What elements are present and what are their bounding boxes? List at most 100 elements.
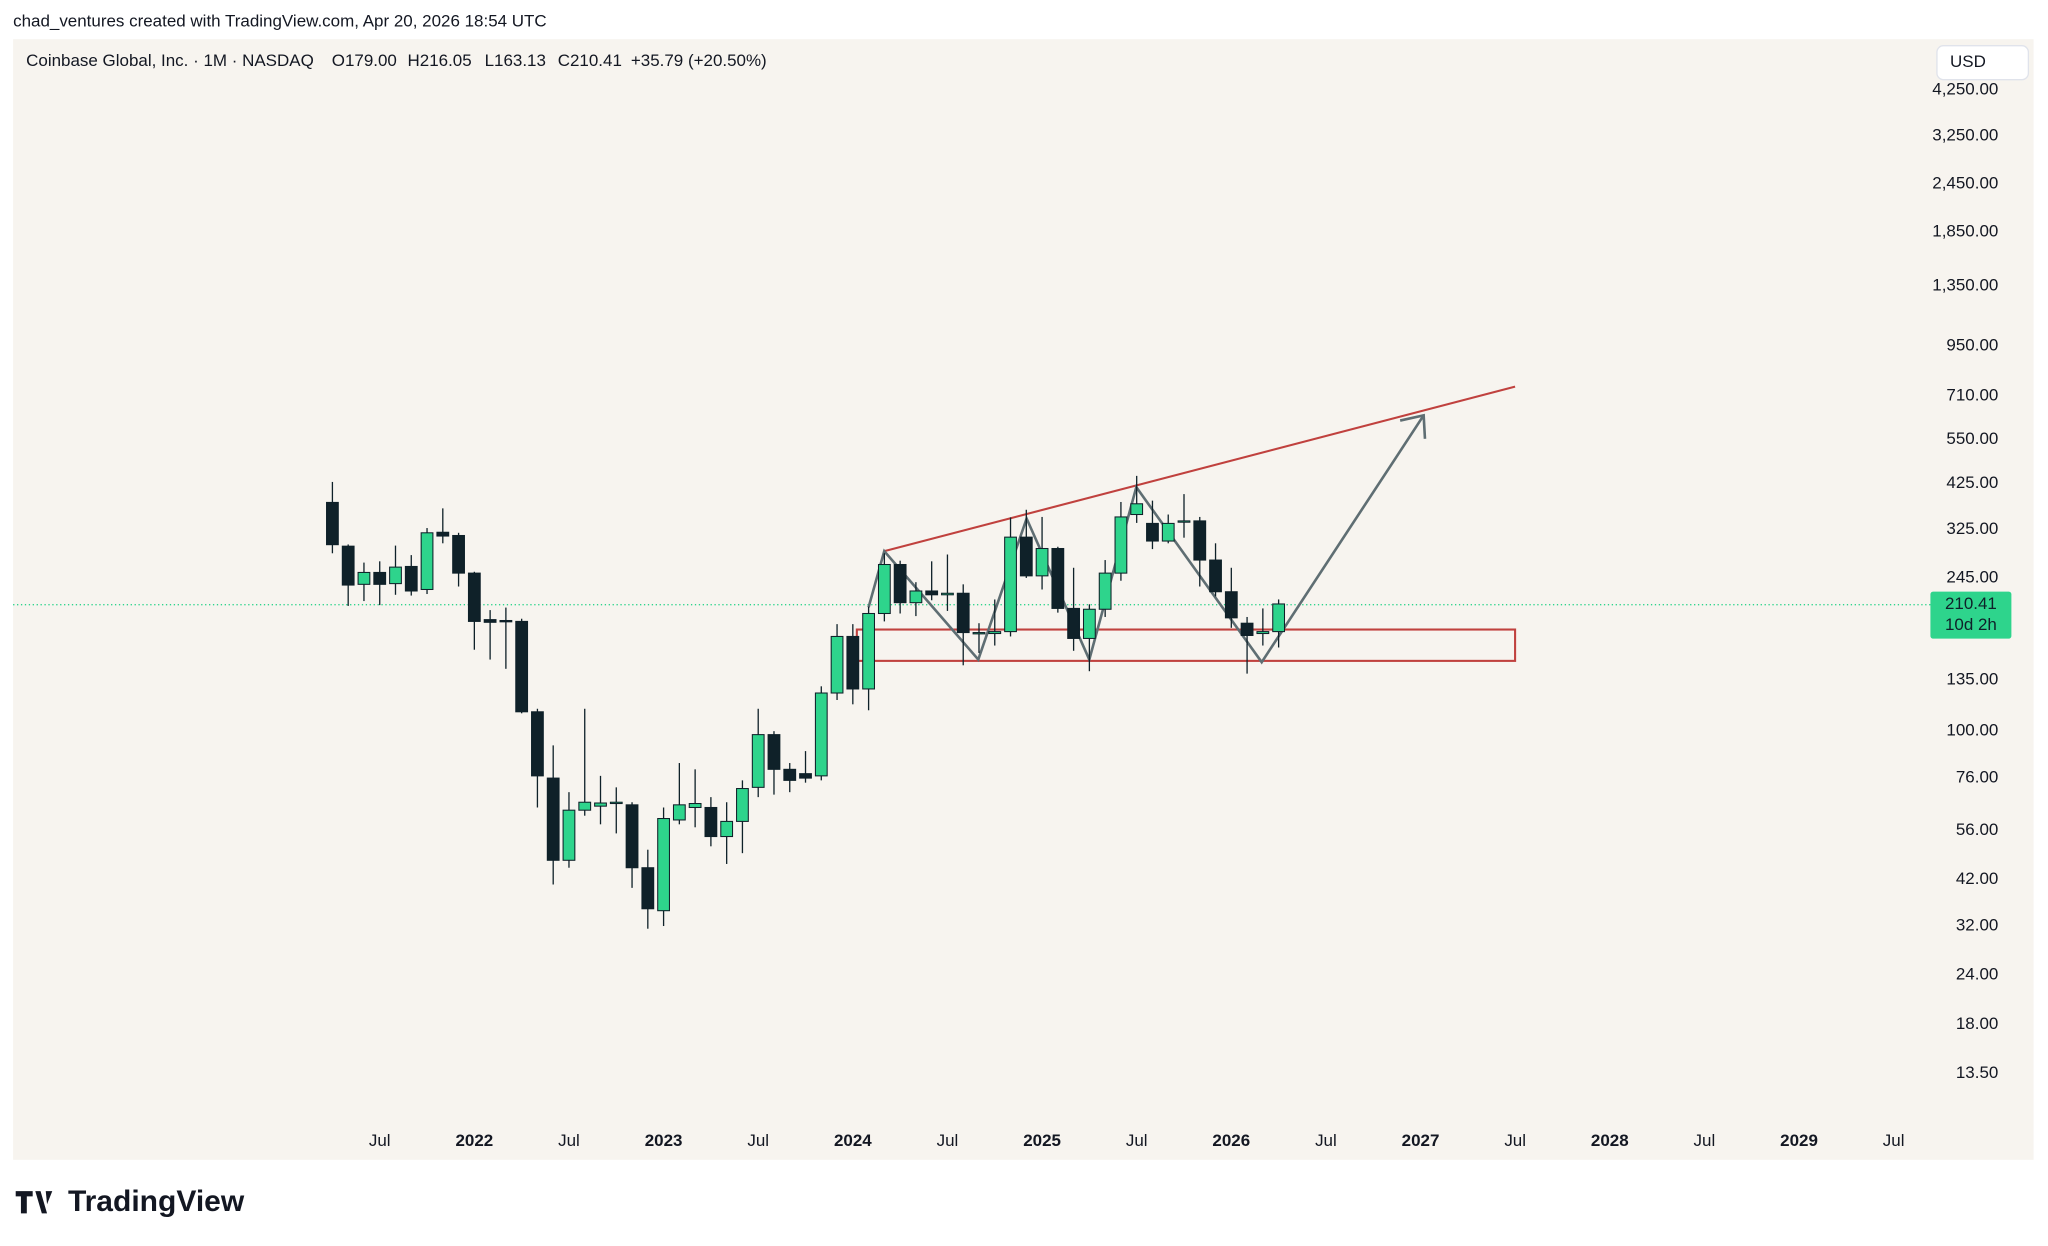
trend-line xyxy=(883,385,1516,553)
brand: TradingView xyxy=(68,1185,245,1218)
candle-body xyxy=(657,818,670,912)
candle-body xyxy=(751,734,765,788)
x-tick-label: 2028 xyxy=(1591,1131,1629,1150)
y-tick-label: 56.00 xyxy=(1956,820,1998,839)
y-tick-label: 18.00 xyxy=(1956,1014,1998,1033)
candle-body xyxy=(562,809,576,861)
y-tick-label: 32.00 xyxy=(1956,916,1998,935)
candle-body xyxy=(799,773,812,779)
x-tick-label: Jul xyxy=(1883,1131,1905,1150)
candle-body xyxy=(1114,516,1128,574)
candle-body xyxy=(846,635,860,690)
candle-body xyxy=(1051,547,1065,609)
x-tick-label: 2023 xyxy=(645,1131,683,1150)
candle-body xyxy=(546,777,560,861)
candle-body xyxy=(578,801,592,811)
x-tick-label: 2022 xyxy=(455,1131,493,1150)
candle-body xyxy=(483,619,497,623)
candle-body xyxy=(499,619,513,623)
candle-body xyxy=(641,867,655,910)
candle-body xyxy=(341,545,355,586)
candle-body xyxy=(909,590,923,604)
y-tick-label: 550.00 xyxy=(1946,429,1998,448)
candle-body xyxy=(862,612,875,690)
candle-body xyxy=(814,692,828,777)
ohlc-close: C210.41 xyxy=(558,51,622,70)
candle-body xyxy=(1240,622,1254,636)
candle-body xyxy=(672,804,686,821)
candle-body xyxy=(389,566,402,585)
candle-body xyxy=(1224,591,1238,619)
candle-body xyxy=(1177,520,1191,523)
candle-body xyxy=(1004,536,1017,633)
candle-body xyxy=(609,801,623,805)
y-tick-label: 950.00 xyxy=(1946,336,1998,355)
candle-body xyxy=(956,592,970,634)
x-tick-label: 2025 xyxy=(1023,1131,1061,1150)
y-tick-label: 135.00 xyxy=(1946,669,1998,688)
candle-body xyxy=(783,768,797,781)
brand-logo: TradingView xyxy=(15,1185,245,1218)
y-tick-label: 2,450.00 xyxy=(1932,174,1998,193)
candle-body xyxy=(941,592,954,596)
ohlc-high: H216.05 xyxy=(408,51,472,70)
y-tick-label: 4,250.00 xyxy=(1932,79,1998,98)
y-tick-label: 325.00 xyxy=(1946,519,1998,538)
candle-body xyxy=(1146,522,1159,542)
candle-body xyxy=(625,804,639,869)
candle-body xyxy=(1035,547,1049,577)
x-tick-label: Jul xyxy=(1315,1131,1337,1150)
x-tick-label: Jul xyxy=(1126,1131,1148,1150)
x-tick-label: Jul xyxy=(1504,1131,1526,1150)
x-tick-label: 2024 xyxy=(834,1131,872,1150)
change: +35.79 (+20.50%) xyxy=(631,51,767,70)
y-tick-label: 425.00 xyxy=(1946,473,1998,492)
candle-body xyxy=(1161,522,1175,542)
candle-body xyxy=(1130,503,1144,516)
y-tick-label: 245.00 xyxy=(1946,567,1998,586)
candles xyxy=(326,475,1286,929)
candle-body xyxy=(720,820,734,838)
candle-body xyxy=(1193,520,1207,561)
y-tick-label: 1,850.00 xyxy=(1932,222,1998,241)
symbol-title: Coinbase Global, Inc. · 1M · NASDAQ xyxy=(26,51,314,70)
candle-body xyxy=(736,788,749,822)
candle-body xyxy=(531,711,544,777)
candle-body xyxy=(373,571,387,585)
candle-body xyxy=(1082,608,1096,639)
y-tick-label: 100.00 xyxy=(1946,721,1998,740)
candle-body xyxy=(1209,559,1222,593)
x-tick-label: Jul xyxy=(558,1131,580,1150)
candle-body xyxy=(1098,572,1112,610)
candle-body xyxy=(1272,603,1286,633)
candle-body xyxy=(452,534,465,574)
ohlc-low: L163.13 xyxy=(485,51,546,70)
arrow-head xyxy=(1399,413,1427,439)
candle-body xyxy=(594,802,607,807)
y-tick-label: 1,350.00 xyxy=(1932,276,1998,295)
candle-body xyxy=(326,501,339,546)
y-tick-label: 3,250.00 xyxy=(1932,125,1998,144)
x-tick-label: 2027 xyxy=(1402,1131,1440,1150)
currency-button[interactable] xyxy=(1936,45,2030,81)
x-tick-label: 2026 xyxy=(1212,1131,1250,1150)
candle-body xyxy=(688,803,702,809)
candle-body xyxy=(704,806,718,838)
x-tick-label: Jul xyxy=(747,1131,769,1150)
price-tag-value: 210.41 xyxy=(1945,594,1997,613)
candle-body xyxy=(877,563,891,615)
candle-body xyxy=(1067,607,1081,639)
y-tick-label: 710.00 xyxy=(1946,385,1998,404)
plot-background xyxy=(13,39,2034,1160)
price-tag-countdown: 10d 2h xyxy=(1945,615,1997,634)
candle-body xyxy=(436,531,450,537)
candle-body xyxy=(467,572,481,622)
x-tick-label: 2029 xyxy=(1780,1131,1818,1150)
candle-body xyxy=(972,632,986,635)
candle-body xyxy=(515,620,529,713)
candle-body xyxy=(830,635,844,694)
currency[interactable]: USD xyxy=(1950,52,1986,71)
x-tick-label: Jul xyxy=(369,1131,391,1150)
candle-body xyxy=(404,565,418,592)
